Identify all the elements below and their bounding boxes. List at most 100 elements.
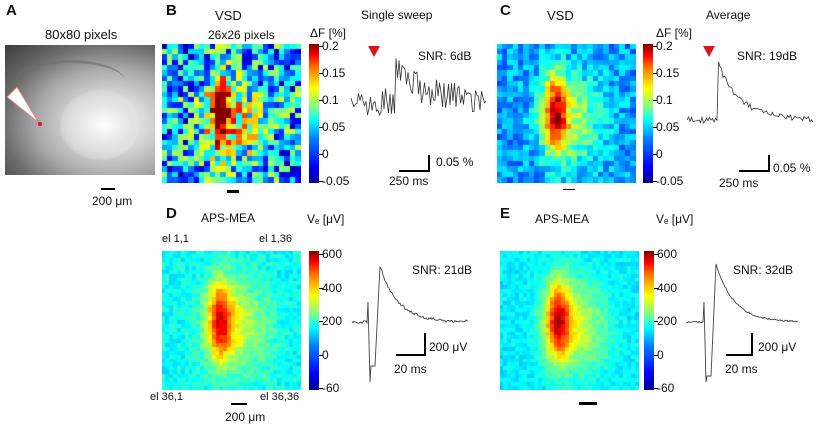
corner-label-bl: el 36,1: [150, 391, 184, 403]
scale-bar-d-map: [231, 403, 247, 405]
colorbar-tick: [319, 321, 323, 322]
colorbar-tick: [319, 388, 323, 389]
colorbar-tick-label: -0.05: [656, 174, 684, 188]
colorbar-tick-label: 0: [657, 347, 664, 362]
colorbar-c: [643, 44, 653, 183]
scale-map-d: 200 μm: [225, 410, 266, 424]
colorbar-tick: [319, 73, 323, 74]
scale-bar-c-x: [739, 170, 769, 172]
cbar-unit-c: ΔF [%]: [656, 26, 693, 40]
vsd-average-map: [497, 44, 636, 183]
colorbar-tick: [319, 287, 323, 289]
panel-b-modality: VSD: [215, 8, 242, 23]
scale-bar-c-y: [768, 155, 770, 172]
scale-bar-d-x: [396, 354, 426, 356]
scale-x-d: 20 ms: [394, 362, 427, 376]
scale-x-b: 250 ms: [389, 174, 429, 188]
cbar-unit-e: Vₑ [μV]: [656, 212, 694, 226]
stimulus-arrow-b: [368, 46, 380, 57]
cbar-unit-b: ΔF [%]: [310, 26, 347, 40]
colorbar-tick: [653, 127, 657, 128]
scale-bar-a: [101, 188, 115, 190]
colorbar-tick: [653, 46, 657, 47]
colorbar-tick-label: 0.2: [656, 39, 673, 53]
panel-label-d: D: [166, 205, 177, 222]
colorbar-tick-label: 400: [657, 280, 678, 295]
colorbar-tick: [654, 354, 658, 356]
colorbar-tick-label: 0.15: [656, 66, 680, 80]
scale-y-b: 0.05 %: [436, 155, 474, 169]
mea-map-single: [162, 251, 301, 390]
colorbar-tick: [654, 254, 658, 255]
colorbar-tick: [319, 46, 323, 47]
snr-b: SNR: 6dB: [418, 49, 472, 63]
colorbar-tick: [319, 154, 323, 155]
snr-d: SNR: 21dB: [412, 263, 473, 277]
scale-y-d: 200 μV: [429, 340, 468, 354]
mapD-pixels: [162, 251, 301, 390]
colorbar-tick-label: 400: [322, 280, 343, 295]
colorbar-tick: [654, 321, 658, 322]
trace-title-b: Single sweep: [361, 8, 433, 22]
scale-y-e: 200 μV: [758, 340, 797, 354]
colorbar-tick: [653, 154, 657, 155]
panel-c-modality: VSD: [547, 8, 574, 23]
colorbar-e: [644, 251, 654, 390]
colorbar-tick-label: 0.2: [322, 39, 339, 53]
scale-y-c: 0.05 %: [773, 161, 811, 175]
colorbar-tick: [319, 254, 323, 255]
colorbar-tick-label: 0.15: [322, 66, 346, 80]
panel-label-a: A: [6, 2, 17, 19]
colorbar-tick-label: 0.1: [656, 93, 673, 107]
colorbar-tick: [319, 100, 323, 101]
colorbar-tick: [653, 181, 657, 182]
vsd-single-map: [162, 44, 301, 183]
mea-map-average: [500, 251, 639, 390]
colorbar-tick: [319, 181, 323, 182]
scale-x-e: 20 ms: [725, 362, 758, 376]
panel-a-title: 80x80 pixels: [45, 27, 118, 42]
mapE-pixels: [500, 251, 639, 390]
colorbar-tick-label: 0.1: [322, 93, 339, 107]
colorbar-d: [309, 251, 319, 390]
corner-label-br: el 36,36: [260, 391, 300, 403]
colorbar-tick: [654, 287, 658, 289]
scale-bar-b-x: [399, 170, 429, 172]
colorbar-tick-label: 200: [322, 314, 343, 328]
scale-bar-e-x: [726, 354, 752, 356]
mapC-pixels: [497, 44, 636, 183]
stimulus-arrow-c: [703, 46, 715, 57]
panel-e-modality: APS-MEA: [535, 212, 590, 226]
colorbar-tick-label: -60: [322, 381, 340, 395]
colorbar-tick-label: 600: [657, 247, 678, 261]
scale-bar-e-y: [751, 333, 753, 356]
panel-label-c: C: [500, 2, 511, 19]
colorbar-tick-label: 600: [322, 247, 343, 261]
panel-d-modality: APS-MEA: [201, 211, 256, 225]
colorbar-tick: [319, 354, 323, 356]
trace-average: [686, 61, 814, 124]
scale-bar-d-y: [424, 333, 426, 356]
mapB-pixels: [162, 44, 301, 183]
trace-title-c: Average: [706, 8, 751, 22]
colorbar-tick: [654, 388, 658, 389]
scale-bar-b-map: [227, 190, 239, 193]
colorbar-tick-label: 200: [657, 314, 678, 328]
colorbar-b: [309, 44, 319, 183]
slice-photo: [5, 45, 155, 175]
snr-c: SNR: 19dB: [737, 49, 798, 63]
cbar-unit-d: Vₑ [μV]: [307, 212, 345, 226]
trace-single-sweep: [350, 58, 487, 117]
scale-bar-b-y: [428, 155, 430, 172]
scale-label-a: 200 μm: [92, 194, 133, 208]
colorbar-tick-label: -0.05: [322, 174, 350, 188]
panel-label-b: B: [166, 2, 177, 19]
trace-mea-single: [351, 265, 468, 383]
colorbar-tick: [653, 73, 657, 74]
electrode-pipette: [6, 86, 42, 126]
colorbar-tick: [319, 127, 323, 128]
colorbar-tick: [653, 100, 657, 101]
corner-label-tr: el 1,36: [259, 233, 293, 245]
panel-label-e: E: [500, 205, 511, 222]
corner-label-tl: el 1,1: [162, 233, 189, 245]
